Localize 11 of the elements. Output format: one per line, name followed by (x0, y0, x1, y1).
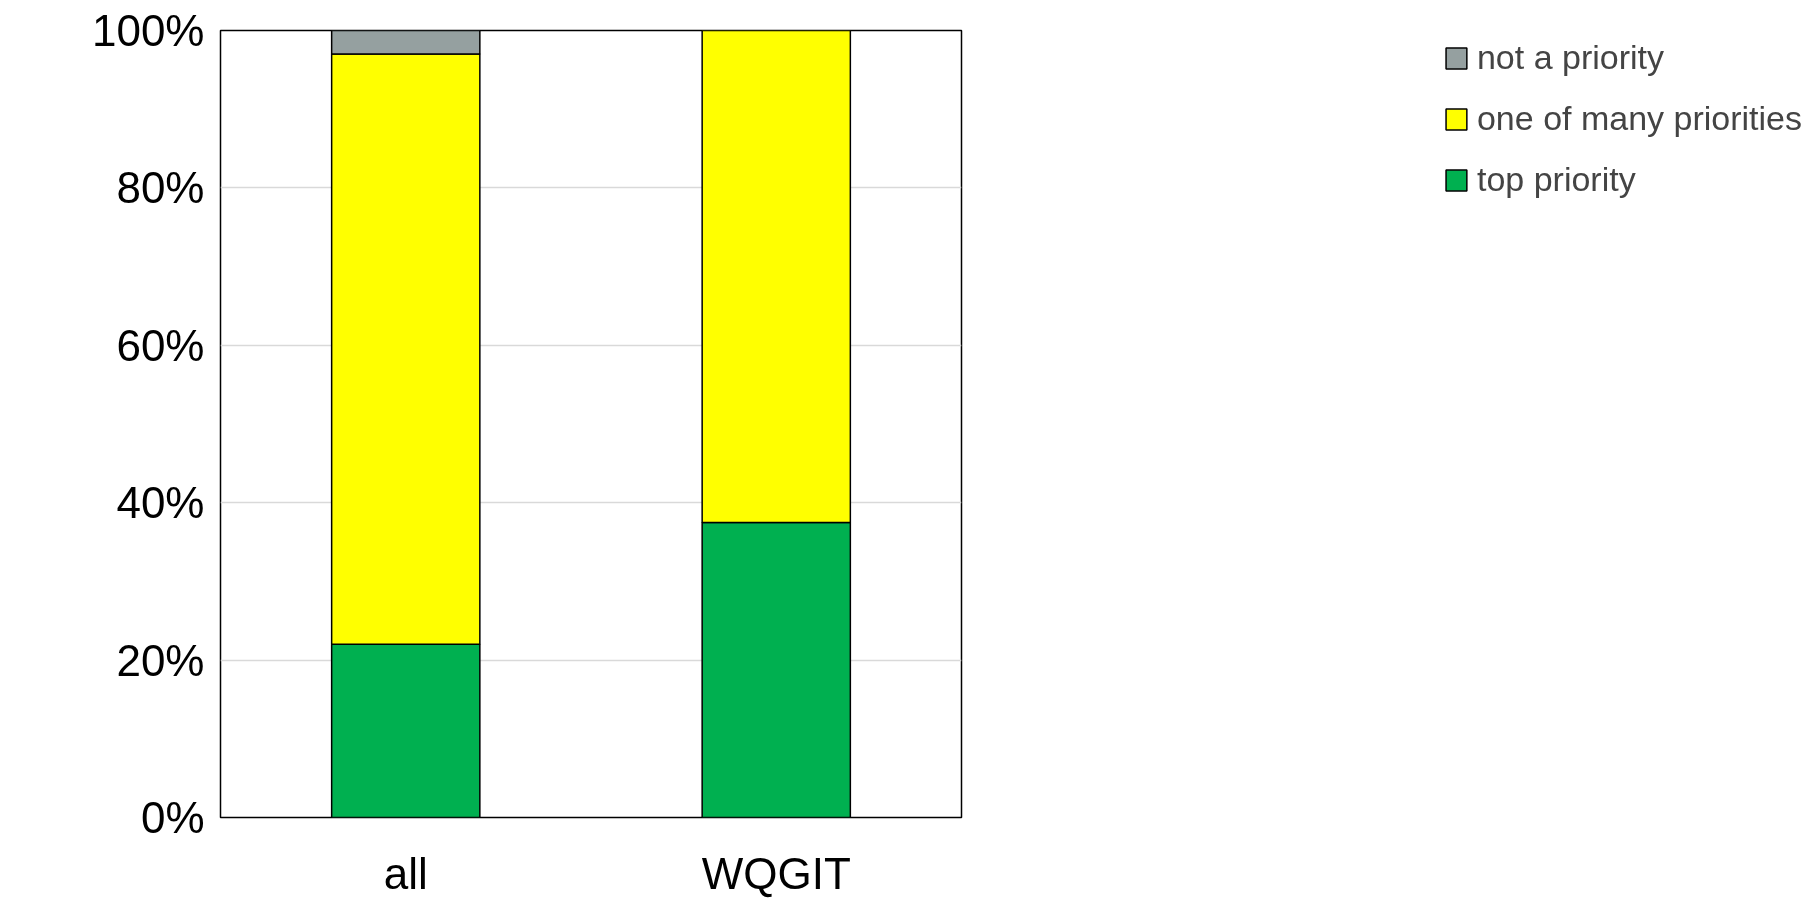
legend-label: not a priority (1476, 38, 1665, 77)
legend-label: top priority (1476, 160, 1636, 199)
legend-label: one of many priorities (1476, 99, 1802, 138)
y-tick-label: 0% (140, 793, 205, 842)
y-tick-label: 60% (116, 320, 205, 370)
y-tick-label: 80% (116, 163, 205, 213)
y-tick-label: 40% (116, 478, 205, 528)
x-tick-label: all (383, 848, 428, 898)
x-tick-label: WQGIT (701, 848, 851, 898)
y-tick-label: 20% (116, 635, 205, 685)
y-tick-label: 100% (91, 6, 205, 55)
